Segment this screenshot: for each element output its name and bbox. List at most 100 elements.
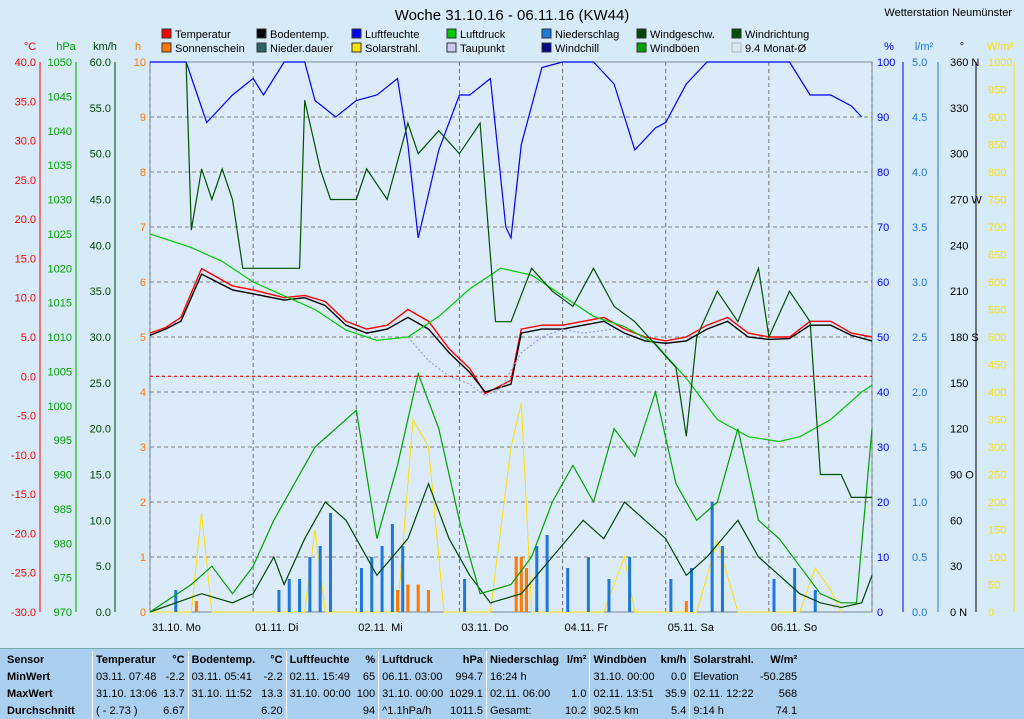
axis-unit-sun: h: [135, 41, 141, 53]
tick-label-humidity: 20: [877, 497, 889, 509]
tick-label-wind: 15.0: [90, 470, 111, 482]
tick-label-wind: 25.0: [90, 378, 111, 390]
tick-label-solar: 650: [988, 250, 1006, 262]
tick-label-pressure: 990: [54, 470, 72, 482]
legend-label: Taupunkt: [460, 43, 505, 55]
stats-header-row: Sensor Temperatur °C Bodentemp. °C Luftfeucht…: [4, 651, 800, 668]
day-label: 01.11. Di: [255, 622, 298, 634]
tick-label-sun: 4: [140, 387, 146, 399]
series-luftfeuchte: [150, 61, 863, 241]
stats-cell-text: 9:14 h: [689, 702, 757, 719]
weather-chart: Woche 31.10.16 - 06.11.16 (KW44) Wetters…: [11, 7, 1015, 634]
stats-cell-text: 31.10. 00:00: [589, 668, 658, 685]
legend-label: Windrichtung: [745, 29, 809, 41]
stats-cell-text: 31.10. 00:00: [285, 685, 354, 702]
axis-unit-pressure: hPa: [56, 41, 76, 53]
axis-unit-wind: km/h: [93, 41, 117, 53]
legend-swatch: [351, 28, 362, 39]
tick-label-dir: 120: [950, 424, 968, 436]
stats-row-label: MinWert: [7, 670, 51, 683]
series-taupunkt: [407, 328, 615, 397]
tick-label-humidity: 10: [877, 552, 889, 564]
chart-area: Woche 31.10.16 - 06.11.16 (KW44) Wetters…: [10, 7, 1015, 634]
tick-label-solar: 350: [988, 415, 1006, 427]
tick-label-solar: 0: [988, 607, 994, 619]
legend-swatch: [161, 28, 172, 39]
rain-bar: [318, 546, 322, 612]
rain-bar: [329, 513, 332, 612]
tick-label-temp: -15.0: [11, 489, 36, 501]
sunshine-bar: [524, 568, 528, 612]
tick-label-pressure: 1020: [48, 263, 72, 275]
tick-label-dir: 0 N: [950, 607, 967, 619]
stats-header-label: Luftdruck: [378, 651, 447, 668]
legend-label: Windböen: [650, 43, 700, 55]
axis-unit-temp: °C: [24, 41, 36, 53]
stats-cell-value: 0.0: [671, 670, 687, 683]
stats-row: MaxWert 31.10. 13:06 13.7 31.10. 11:52 13.3 3…: [4, 685, 800, 702]
tick-label-wind: 10.0: [90, 515, 111, 527]
tick-label-temp: -20.0: [11, 528, 36, 540]
tick-label-rain: 2.0: [912, 387, 927, 399]
tick-label-solar: 300: [988, 442, 1006, 454]
tick-label-rain: 4.0: [912, 167, 927, 179]
rain-bar: [710, 502, 714, 612]
tick-label-humidity: 50: [877, 332, 889, 344]
stats-header-unit: %: [365, 653, 376, 666]
day-label: 02.11. Mi: [358, 622, 402, 634]
tick-label-humidity: 40: [877, 387, 889, 399]
tick-label-rain: 4.5: [912, 112, 927, 124]
rain-bar: [545, 535, 549, 612]
stats-header-label: Niederschlag: [485, 651, 563, 668]
rain-bar: [380, 546, 384, 612]
solar-line: [150, 402, 842, 613]
stats-row-label: MaxWert: [7, 687, 53, 700]
series-temperatur: [149, 267, 873, 395]
legend-swatch: [256, 42, 267, 53]
day-label: 04.11. Fr: [565, 622, 609, 634]
tick-label-temp: 35.0: [15, 96, 36, 108]
tick-label-pressure: 1005: [48, 366, 72, 378]
day-label: 06.11. So: [771, 622, 817, 634]
stats-cell-value: 5.4: [671, 704, 687, 717]
stats-panel: Sensor Temperatur °C Bodentemp. °C Luftfeucht…: [0, 648, 1024, 719]
tick-label-rain: 5.0: [912, 57, 927, 69]
tick-label-rain: 3.0: [912, 277, 927, 289]
tick-label-temp: 30.0: [15, 136, 36, 148]
tick-label-dir: 150: [950, 378, 968, 390]
tick-label-sun: 7: [140, 222, 146, 234]
stats-cell-text: Elevation: [689, 668, 757, 685]
tick-label-wind: 0.0: [96, 607, 111, 619]
legend-label: Windchill: [555, 43, 599, 55]
stats-header-sensor: Sensor: [7, 653, 45, 666]
legend-swatch: [541, 28, 552, 39]
stats-cell-value: 94: [362, 704, 376, 717]
legend-label: Windgeschw.: [650, 29, 715, 41]
day-label: 31.10. Mo: [152, 622, 201, 634]
tick-label-solar: 50: [988, 580, 1000, 592]
tick-label-solar: 600: [988, 277, 1006, 289]
stats-cell-value: 6.20: [261, 704, 283, 717]
stats-header-label: Windböen: [589, 651, 658, 668]
tick-label-sun: 1: [140, 552, 146, 564]
legend-label: Bodentemp.: [270, 29, 329, 41]
tick-label-dir: 300: [950, 149, 968, 161]
stats-row: Durchschnitt ( - 2.73 ) 6.67 6.20 94 ^1.1hPa/…: [4, 702, 800, 719]
chart-title: Woche 31.10.16 - 06.11.16 (KW44): [395, 7, 630, 24]
tick-label-solar: 850: [988, 140, 1006, 152]
tick-label-temp: 0.0: [21, 371, 36, 383]
stats-cell-value: 35.9: [664, 687, 687, 700]
stats-cell-text: 902.5 km: [589, 702, 658, 719]
stats-cell-value: 65: [362, 670, 376, 683]
tick-label-wind: 20.0: [90, 424, 111, 436]
tick-label-temp: 25.0: [15, 175, 36, 187]
tick-label-dir: 240: [950, 240, 968, 252]
legend-label: Temperatur: [175, 29, 231, 41]
tick-label-solar: 500: [988, 332, 1006, 344]
stats-header-unit: °C: [270, 653, 283, 666]
tick-label-humidity: 80: [877, 167, 889, 179]
stats-header-label: Luftfeuchte: [285, 651, 354, 668]
tick-label-dir: 210: [950, 286, 968, 298]
tick-label-pressure: 970: [54, 607, 72, 619]
rain-bar: [174, 590, 178, 612]
